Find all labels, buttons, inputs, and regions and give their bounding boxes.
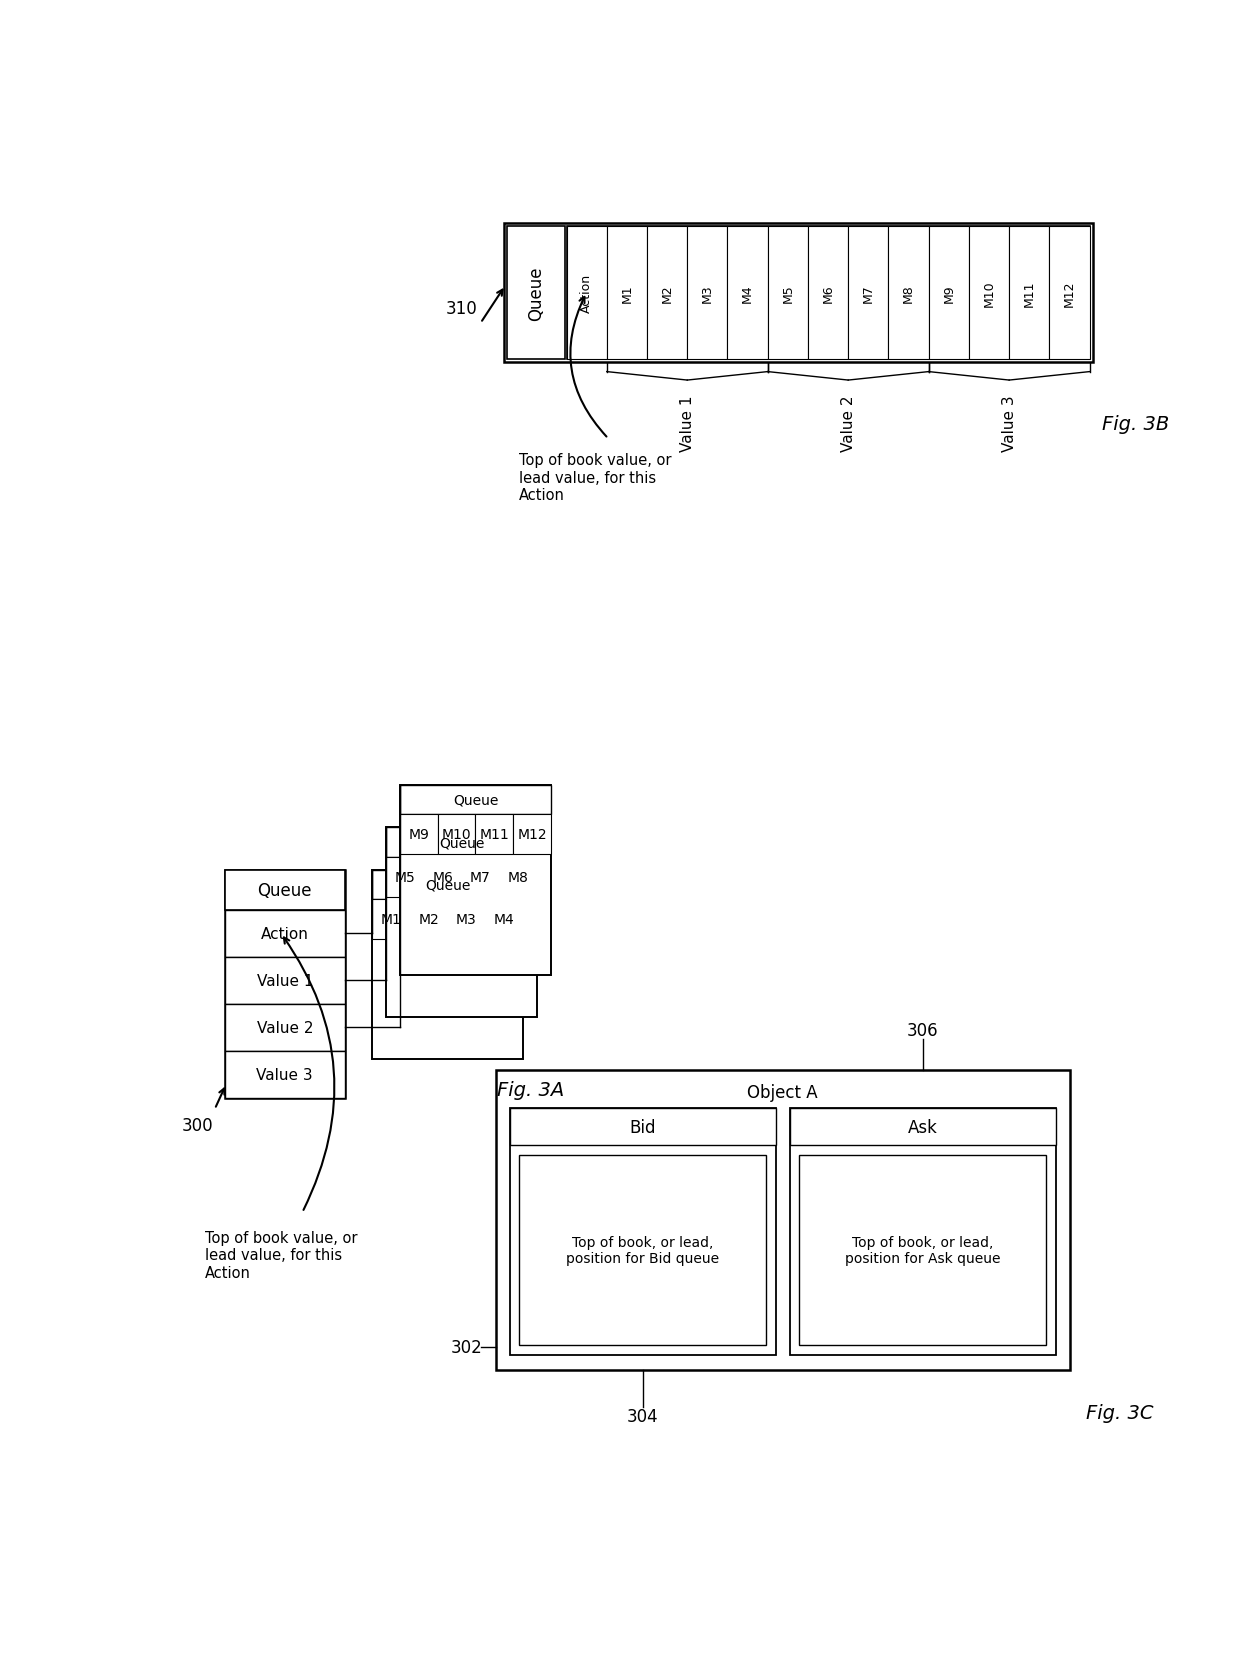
Text: M8: M8 — [901, 284, 915, 303]
Bar — [224, 957, 345, 1004]
Bar — [1009, 228, 1049, 360]
Bar — [386, 828, 537, 1017]
Bar — [790, 1109, 1055, 1355]
Bar — [399, 815, 438, 855]
Text: Queue: Queue — [425, 878, 470, 892]
Text: M11: M11 — [480, 828, 510, 842]
Text: 300: 300 — [182, 1116, 213, 1134]
Text: Top of book value, or
lead value, for this
Action: Top of book value, or lead value, for th… — [206, 1230, 358, 1280]
Bar — [606, 228, 647, 360]
Bar — [799, 1154, 1047, 1345]
Text: M3: M3 — [456, 912, 477, 927]
Bar — [647, 228, 687, 360]
Text: Fig. 3A: Fig. 3A — [497, 1081, 564, 1099]
Bar — [687, 228, 728, 360]
Text: Value 2: Value 2 — [841, 395, 856, 452]
Bar — [510, 1109, 776, 1355]
Text: Value 3: Value 3 — [257, 1067, 314, 1082]
Text: M6: M6 — [822, 284, 835, 303]
Bar — [567, 228, 606, 360]
Bar — [808, 228, 848, 360]
Bar — [968, 228, 1009, 360]
Bar — [224, 1004, 345, 1051]
Text: M2: M2 — [418, 912, 439, 927]
Bar — [386, 857, 424, 897]
Text: M2: M2 — [661, 284, 673, 303]
Bar — [386, 828, 537, 857]
Bar — [424, 857, 461, 897]
Text: Action: Action — [580, 274, 593, 313]
Bar — [496, 1071, 1069, 1370]
Text: Value 3: Value 3 — [1002, 395, 1017, 452]
Bar — [399, 786, 551, 815]
Text: M7: M7 — [862, 284, 875, 303]
Text: Value 2: Value 2 — [257, 1021, 312, 1036]
Text: Queue: Queue — [439, 835, 484, 850]
Bar — [507, 228, 565, 360]
Bar — [224, 870, 345, 910]
Bar — [513, 815, 551, 855]
Bar — [224, 1051, 345, 1097]
Bar — [409, 900, 448, 940]
Text: M7: M7 — [470, 870, 491, 885]
Bar — [372, 870, 523, 900]
Text: Value 1: Value 1 — [257, 974, 312, 989]
Text: M5: M5 — [394, 870, 415, 885]
Text: Action: Action — [260, 927, 309, 942]
Text: M4: M4 — [742, 284, 754, 303]
Text: M4: M4 — [494, 912, 515, 927]
Text: Fig. 3B: Fig. 3B — [1102, 415, 1169, 433]
Text: Top of book, or lead,
position for Bid queue: Top of book, or lead, position for Bid q… — [567, 1235, 719, 1265]
Text: Ask: Ask — [908, 1118, 937, 1136]
Bar — [372, 900, 409, 940]
Bar — [372, 870, 523, 1059]
Text: Bid: Bid — [630, 1118, 656, 1136]
Text: M8: M8 — [507, 870, 528, 885]
Bar — [500, 857, 537, 897]
Bar — [461, 857, 500, 897]
Text: Fig. 3C: Fig. 3C — [1086, 1404, 1153, 1422]
Bar — [790, 1109, 1055, 1146]
Bar — [728, 228, 768, 360]
Bar — [448, 900, 485, 940]
Text: M11: M11 — [1023, 279, 1035, 306]
Text: M1: M1 — [620, 284, 634, 303]
Bar — [224, 870, 345, 1097]
Text: 306: 306 — [906, 1021, 939, 1039]
Bar — [848, 228, 888, 360]
Bar — [224, 910, 345, 957]
Bar — [929, 228, 968, 360]
Text: M12: M12 — [1063, 279, 1076, 306]
Text: M10: M10 — [441, 828, 471, 842]
Bar — [768, 228, 808, 360]
Bar — [1049, 228, 1090, 360]
Bar — [399, 786, 551, 975]
Text: 302: 302 — [450, 1338, 482, 1357]
Bar — [510, 1109, 776, 1146]
Text: Queue: Queue — [453, 793, 498, 808]
Bar — [567, 228, 1090, 360]
Text: M5: M5 — [781, 284, 795, 303]
Text: Object A: Object A — [748, 1082, 818, 1101]
Bar — [503, 224, 1092, 363]
Text: M1: M1 — [381, 912, 402, 927]
Bar — [475, 815, 513, 855]
Text: 304: 304 — [627, 1407, 658, 1425]
Text: M9: M9 — [942, 284, 955, 303]
Text: Top of book value, or
lead value, for this
Action: Top of book value, or lead value, for th… — [520, 453, 672, 502]
Text: Top of book, or lead,
position for Ask queue: Top of book, or lead, position for Ask q… — [844, 1235, 1001, 1265]
Bar — [520, 1154, 766, 1345]
Text: Value 1: Value 1 — [680, 395, 694, 452]
Text: M3: M3 — [701, 284, 714, 303]
Text: Queue: Queue — [258, 882, 312, 900]
Bar — [485, 900, 523, 940]
Text: M6: M6 — [433, 870, 453, 885]
Text: Queue: Queue — [527, 266, 544, 320]
Text: M12: M12 — [517, 828, 547, 842]
Text: 310: 310 — [445, 299, 477, 318]
Text: M9: M9 — [408, 828, 429, 842]
Text: M10: M10 — [982, 279, 996, 306]
Bar — [888, 228, 929, 360]
Bar — [438, 815, 475, 855]
